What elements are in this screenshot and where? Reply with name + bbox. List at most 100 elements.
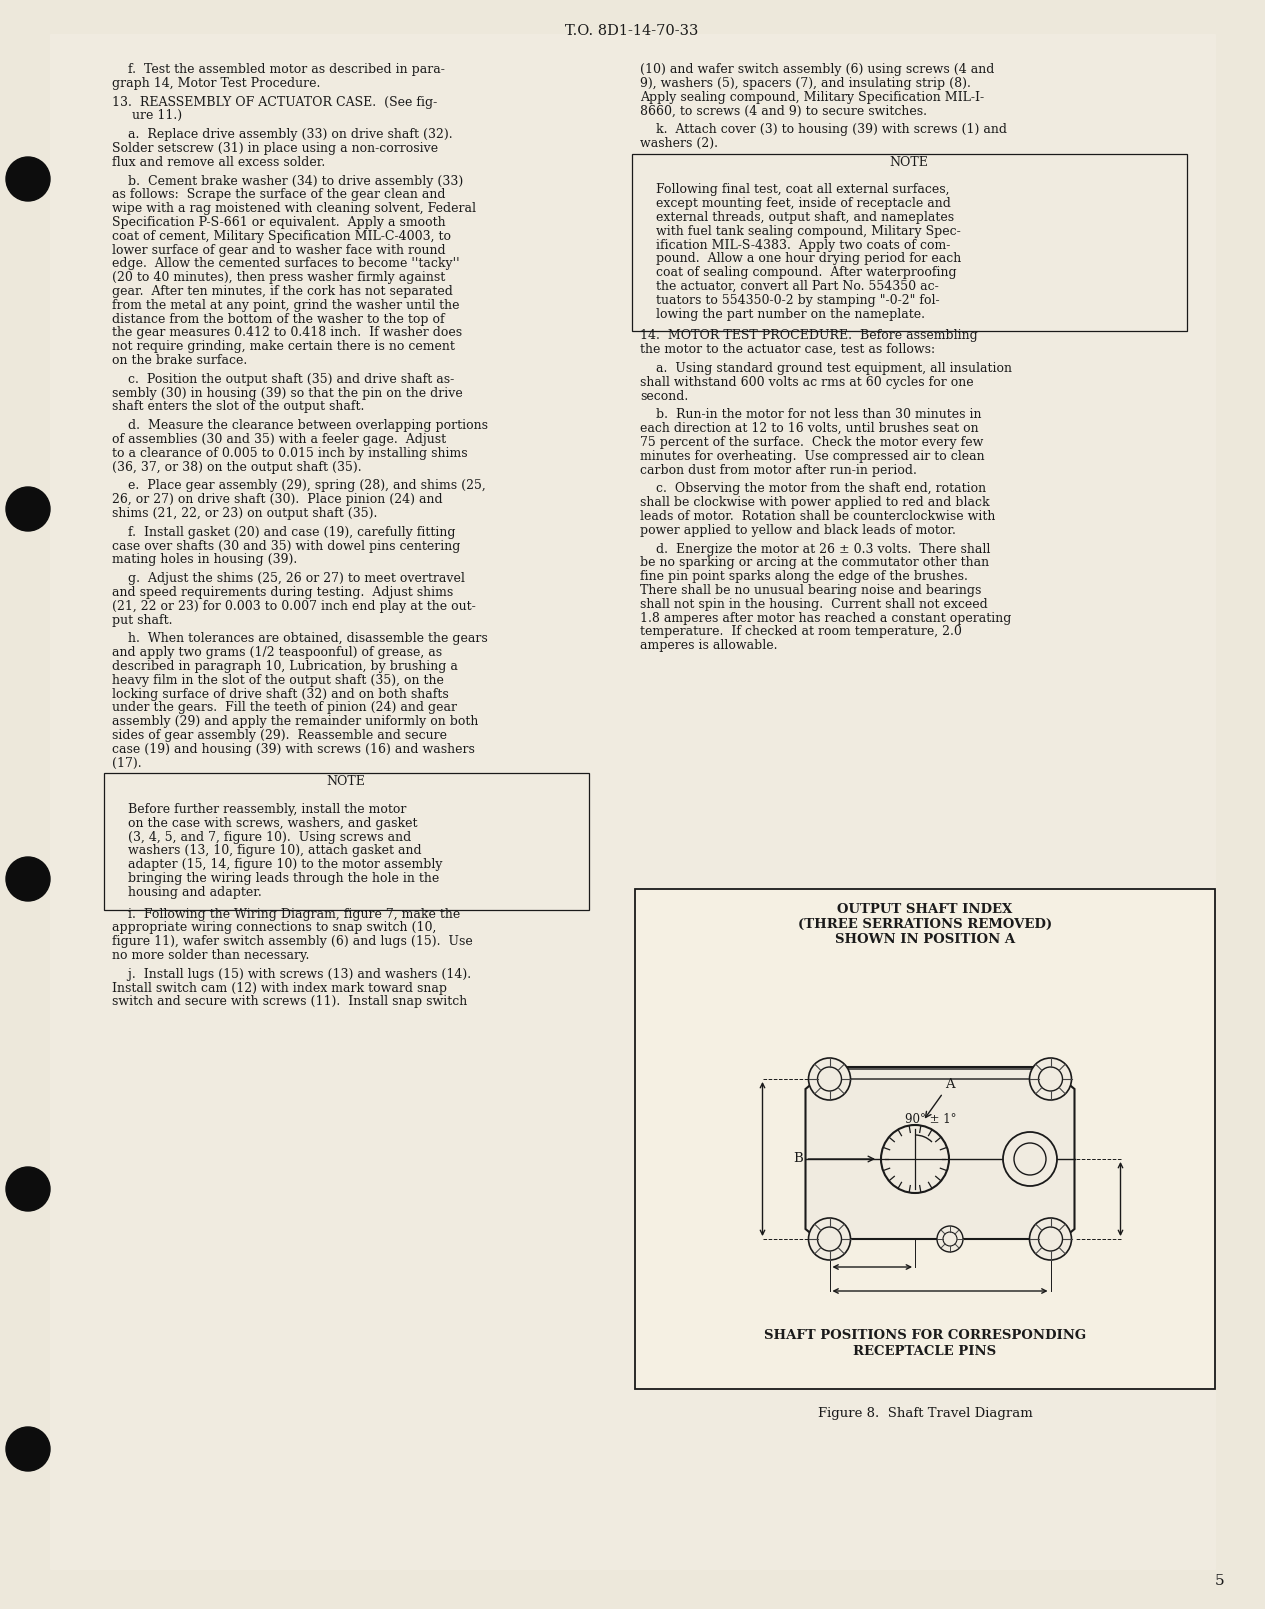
Text: Install switch cam (12) with index mark toward snap: Install switch cam (12) with index mark … — [113, 981, 447, 994]
Text: washers (2).: washers (2). — [640, 137, 719, 150]
Circle shape — [6, 858, 51, 901]
Text: power applied to yellow and black leads of motor.: power applied to yellow and black leads … — [640, 525, 956, 537]
Text: not require grinding, make certain there is no cement: not require grinding, make certain there… — [113, 339, 455, 354]
Text: T.O. 8D1-14-70-33: T.O. 8D1-14-70-33 — [565, 24, 698, 39]
Text: Before further reassembly, install the motor: Before further reassembly, install the m… — [113, 803, 406, 816]
Text: with fuel tank sealing compound, Military Spec-: with fuel tank sealing compound, Militar… — [640, 225, 960, 238]
Text: temperature.  If checked at room temperature, 2.0: temperature. If checked at room temperat… — [640, 626, 961, 639]
Text: h.  When tolerances are obtained, disassemble the gears: h. When tolerances are obtained, disasse… — [113, 632, 488, 645]
Text: assembly (29) and apply the remainder uniformly on both: assembly (29) and apply the remainder un… — [113, 714, 478, 729]
Bar — [104, 774, 589, 909]
Text: sembly (30) in housing (39) so that the pin on the drive: sembly (30) in housing (39) so that the … — [113, 386, 463, 399]
Text: shaft enters the slot of the output shaft.: shaft enters the slot of the output shaf… — [113, 401, 364, 414]
Text: distance from the bottom of the washer to the top of: distance from the bottom of the washer t… — [113, 312, 444, 325]
Text: 0.922
IN.: 0.922 IN. — [1125, 1184, 1157, 1213]
Text: c.  Position the output shaft (35) and drive shaft as-: c. Position the output shaft (35) and dr… — [113, 373, 454, 386]
Circle shape — [6, 488, 51, 531]
Text: tuators to 554350-0-2 by stamping "-0-2" fol-: tuators to 554350-0-2 by stamping "-0-2"… — [640, 294, 940, 307]
Bar — [632, 154, 1187, 331]
Text: a.  Using standard ground test equipment, all insulation: a. Using standard ground test equipment,… — [640, 362, 1012, 375]
Text: f.  Install gasket (20) and case (19), carefully fitting: f. Install gasket (20) and case (19), ca… — [113, 526, 455, 539]
Text: except mounting feet, inside of receptacle and: except mounting feet, inside of receptac… — [640, 198, 951, 211]
Text: wipe with a rag moistened with cleaning solvent, Federal: wipe with a rag moistened with cleaning … — [113, 203, 476, 216]
Text: 9), washers (5), spacers (7), and insulating strip (8).: 9), washers (5), spacers (7), and insula… — [640, 77, 970, 90]
Text: minutes for overheating.  Use compressed air to clean: minutes for overheating. Use compressed … — [640, 451, 984, 463]
Text: second.: second. — [640, 389, 688, 402]
Text: washers (13, 10, figure 10), attach gasket and: washers (13, 10, figure 10), attach gask… — [113, 845, 421, 858]
Text: carbon dust from motor after run-in period.: carbon dust from motor after run-in peri… — [640, 463, 917, 476]
Text: k.  Attach cover (3) to housing (39) with screws (1) and: k. Attach cover (3) to housing (39) with… — [640, 124, 1007, 137]
Circle shape — [1039, 1228, 1063, 1252]
Text: from the metal at any point, grind the washer until the: from the metal at any point, grind the w… — [113, 299, 459, 312]
Text: the actuator, convert all Part No. 554350 ac-: the actuator, convert all Part No. 55435… — [640, 280, 939, 293]
Circle shape — [6, 1167, 51, 1212]
Text: case over shafts (30 and 35) with dowel pins centering: case over shafts (30 and 35) with dowel … — [113, 539, 460, 552]
Text: shims (21, 22, or 23) on output shaft (35).: shims (21, 22, or 23) on output shaft (3… — [113, 507, 377, 520]
Text: described in paragraph 10, Lubrication, by brushing a: described in paragraph 10, Lubrication, … — [113, 660, 458, 673]
Text: graph 14, Motor Test Procedure.: graph 14, Motor Test Procedure. — [113, 77, 320, 90]
Text: 14.  MOTOR TEST PROCEDURE.  Before assembling: 14. MOTOR TEST PROCEDURE. Before assembl… — [640, 330, 978, 343]
Text: j.  Install lugs (15) with screws (13) and washers (14).: j. Install lugs (15) with screws (13) an… — [113, 967, 471, 981]
Text: 8660, to screws (4 and 9) to secure switches.: 8660, to screws (4 and 9) to secure swit… — [640, 105, 927, 117]
Text: each direction at 12 to 16 volts, until brushes seat on: each direction at 12 to 16 volts, until … — [640, 422, 979, 434]
Text: b.  Cement brake washer (34) to drive assembly (33): b. Cement brake washer (34) to drive ass… — [113, 175, 463, 188]
Text: g.  Adjust the shims (25, 26 or 27) to meet overtravel: g. Adjust the shims (25, 26 or 27) to me… — [113, 573, 464, 586]
Circle shape — [1039, 1067, 1063, 1091]
Text: e.  Place gear assembly (29), spring (28), and shims (25,: e. Place gear assembly (29), spring (28)… — [113, 479, 486, 492]
Text: locking surface of drive shaft (32) and on both shafts: locking surface of drive shaft (32) and … — [113, 687, 449, 700]
Text: 5: 5 — [1216, 1574, 1225, 1588]
Text: 1.844
IN.: 1.844 IN. — [725, 1146, 759, 1173]
Text: a.  Replace drive assembly (33) on drive shaft (32).: a. Replace drive assembly (33) on drive … — [113, 129, 453, 142]
Text: amperes is allowable.: amperes is allowable. — [640, 639, 778, 652]
Text: sides of gear assembly (29).  Reassemble and secure: sides of gear assembly (29). Reassemble … — [113, 729, 447, 742]
Text: flux and remove all excess solder.: flux and remove all excess solder. — [113, 156, 325, 169]
Text: leads of motor.  Rotation shall be counterclockwise with: leads of motor. Rotation shall be counte… — [640, 510, 996, 523]
Text: appropriate wiring connections to snap switch (10,: appropriate wiring connections to snap s… — [113, 922, 436, 935]
Circle shape — [6, 1427, 51, 1471]
Text: figure 11), wafer switch assembly (6) and lugs (15).  Use: figure 11), wafer switch assembly (6) an… — [113, 935, 473, 948]
Text: Apply sealing compound, Military Specification MIL-I-: Apply sealing compound, Military Specifi… — [640, 90, 984, 103]
Text: 3.531
IN.: 3.531 IN. — [923, 1294, 956, 1321]
Text: 75 percent of the surface.  Check the motor every few: 75 percent of the surface. Check the mot… — [640, 436, 983, 449]
Circle shape — [6, 158, 51, 201]
Text: (THREE SERRATIONS REMOVED): (THREE SERRATIONS REMOVED) — [798, 919, 1052, 932]
Text: OUTPUT SHAFT INDEX: OUTPUT SHAFT INDEX — [837, 903, 1012, 916]
Text: ification MIL-S-4383.  Apply two coats of com-: ification MIL-S-4383. Apply two coats of… — [640, 238, 950, 251]
Circle shape — [808, 1059, 850, 1101]
Text: shall be clockwise with power applied to red and black: shall be clockwise with power applied to… — [640, 496, 989, 508]
Circle shape — [880, 1125, 949, 1192]
Circle shape — [1015, 1142, 1046, 1175]
Text: There shall be no unusual bearing noise and bearings: There shall be no unusual bearing noise … — [640, 584, 982, 597]
Text: put shaft.: put shaft. — [113, 613, 172, 626]
Text: lowing the part number on the nameplate.: lowing the part number on the nameplate. — [640, 307, 925, 320]
Text: coat of cement, Military Specification MIL-C-4003, to: coat of cement, Military Specification M… — [113, 230, 452, 243]
Circle shape — [1030, 1059, 1071, 1101]
Text: 26, or 27) on drive shaft (30).  Place pinion (24) and: 26, or 27) on drive shaft (30). Place pi… — [113, 494, 443, 507]
Circle shape — [817, 1228, 841, 1252]
Text: the motor to the actuator case, test as follows:: the motor to the actuator case, test as … — [640, 343, 935, 356]
Text: SHAFT POSITIONS FOR CORRESPONDING: SHAFT POSITIONS FOR CORRESPONDING — [764, 1329, 1087, 1342]
Text: on the brake surface.: on the brake surface. — [113, 354, 247, 367]
Text: NOTE: NOTE — [326, 776, 364, 788]
Text: gear.  After ten minutes, if the cork has not separated: gear. After ten minutes, if the cork has… — [113, 285, 453, 298]
Text: on the case with screws, washers, and gasket: on the case with screws, washers, and ga… — [113, 817, 417, 830]
Text: Specification P-S-661 or equivalent.  Apply a smooth: Specification P-S-661 or equivalent. App… — [113, 216, 445, 228]
Text: d.  Energize the motor at 26 ± 0.3 volts.  There shall: d. Energize the motor at 26 ± 0.3 volts.… — [640, 542, 990, 555]
Text: 1.140
IN.: 1.140 IN. — [855, 1270, 889, 1297]
Text: fine pin point sparks along the edge of the brushes.: fine pin point sparks along the edge of … — [640, 570, 968, 582]
Circle shape — [937, 1226, 963, 1252]
Text: mating holes in housing (39).: mating holes in housing (39). — [113, 553, 297, 566]
Text: (17).: (17). — [113, 756, 142, 769]
Text: A: A — [945, 1078, 955, 1091]
Text: be no sparking or arcing at the commutator other than: be no sparking or arcing at the commutat… — [640, 557, 989, 570]
Bar — [635, 890, 1214, 1389]
Text: the gear measures 0.412 to 0.418 inch.  If washer does: the gear measures 0.412 to 0.418 inch. I… — [113, 327, 462, 339]
Text: heavy film in the slot of the output shaft (35), on the: heavy film in the slot of the output sha… — [113, 674, 444, 687]
Text: case (19) and housing (39) with screws (16) and washers: case (19) and housing (39) with screws (… — [113, 743, 474, 756]
Circle shape — [1003, 1133, 1058, 1186]
Text: i.  Following the Wiring Diagram, figure 7, make the: i. Following the Wiring Diagram, figure … — [113, 907, 460, 920]
Text: lower surface of gear and to washer face with round: lower surface of gear and to washer face… — [113, 243, 445, 256]
Text: adapter (15, 14, figure 10) to the motor assembly: adapter (15, 14, figure 10) to the motor… — [113, 858, 443, 870]
Text: coat of sealing compound.  After waterproofing: coat of sealing compound. After waterpro… — [640, 265, 956, 280]
Text: RECEPTACLE PINS: RECEPTACLE PINS — [854, 1345, 997, 1358]
